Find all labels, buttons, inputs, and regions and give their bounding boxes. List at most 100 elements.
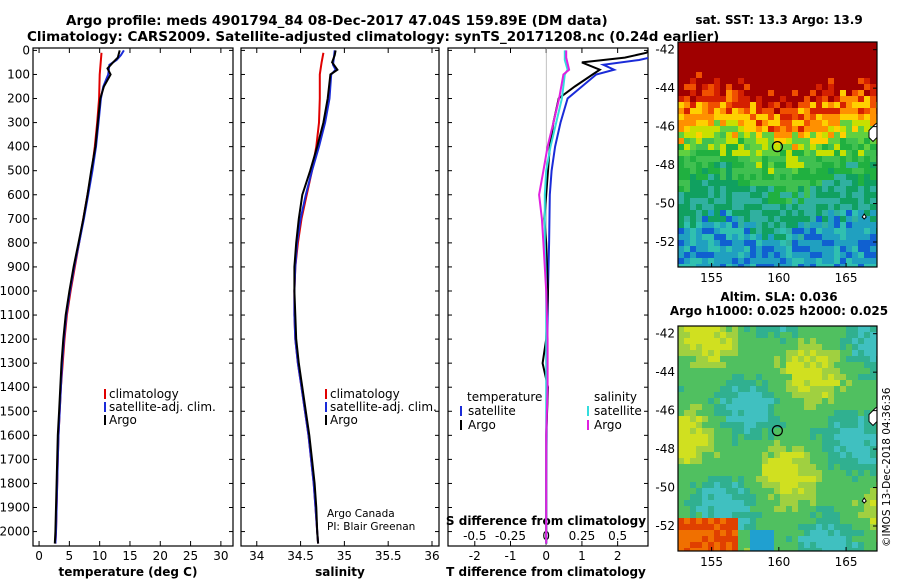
map-cell [702, 222, 709, 229]
legend-label: climatology [330, 387, 400, 401]
map-cell [858, 470, 865, 477]
map-cell [798, 156, 805, 163]
map-cell [798, 464, 805, 471]
map-cell [786, 500, 793, 507]
map-cell [696, 186, 703, 193]
map-cell [756, 410, 763, 417]
map-cell [780, 524, 787, 531]
map-cell [840, 42, 847, 49]
map-cell [696, 228, 703, 235]
map-cell [720, 458, 727, 465]
map-cell [840, 524, 847, 531]
map-cell [702, 476, 709, 483]
map-cell [840, 90, 847, 97]
map-cell [810, 362, 817, 369]
map-cell [696, 440, 703, 447]
map-cell [762, 264, 769, 267]
difference-panel: T difference from climatology S differen… [446, 47, 649, 579]
map-cell [786, 246, 793, 253]
map-cell [804, 132, 811, 139]
map-cell [738, 138, 745, 145]
map-cell [774, 542, 781, 549]
map-cell [684, 392, 691, 399]
map-cell [852, 114, 859, 121]
map-cell [768, 356, 775, 363]
map-cell [840, 132, 847, 139]
map-cell [786, 186, 793, 193]
map-cell [822, 72, 829, 79]
map-cell [816, 198, 823, 205]
map-cell [696, 422, 703, 429]
map-cell [762, 428, 769, 435]
map-cell [726, 138, 733, 145]
map-cell [702, 398, 709, 405]
map-cell [684, 174, 691, 181]
map-cell [714, 240, 721, 247]
map-cell [738, 428, 745, 435]
map-cell [864, 416, 871, 423]
map-cell [750, 180, 757, 187]
map-cell [798, 48, 805, 55]
map-cell [702, 54, 709, 61]
map-cell [708, 494, 715, 501]
map-cell [792, 368, 799, 375]
map-cell [846, 500, 853, 507]
map-cell [762, 66, 769, 73]
map-cell [762, 536, 769, 543]
map-cell [864, 338, 871, 345]
map-cell [750, 368, 757, 375]
map-cell [816, 458, 823, 465]
map-cell [708, 234, 715, 241]
map-cell [750, 380, 757, 387]
map-cell [684, 234, 691, 241]
map-cell [804, 488, 811, 495]
map-cell [774, 530, 781, 537]
map-cell [822, 434, 829, 441]
map-cell [846, 374, 853, 381]
map-cell [708, 482, 715, 489]
map-cell [720, 356, 727, 363]
map-cell [762, 234, 769, 241]
map-cell [840, 228, 847, 235]
map-cell [804, 512, 811, 519]
map-cell [720, 542, 727, 549]
map-cell [732, 162, 739, 169]
map-cell [864, 458, 871, 465]
map-cell [870, 156, 877, 163]
map-cell [852, 446, 859, 453]
map-cell [744, 362, 751, 369]
map-cell [780, 198, 787, 205]
map-cell [690, 524, 697, 531]
map-cell [690, 452, 697, 459]
map-cell [810, 530, 817, 537]
map-cell [738, 150, 745, 157]
map-cell [774, 386, 781, 393]
map-cell [702, 228, 709, 235]
map-cell [768, 344, 775, 351]
map-cell [810, 416, 817, 423]
map-cell [726, 132, 733, 139]
map-cell [756, 452, 763, 459]
map-cell [870, 542, 877, 549]
map-cell [720, 138, 727, 145]
map-cell [696, 162, 703, 169]
map-cell [828, 446, 835, 453]
map-cell [726, 228, 733, 235]
map-cell [852, 392, 859, 399]
map-cell [690, 78, 697, 85]
map-cell [762, 72, 769, 79]
map-cell [816, 252, 823, 259]
map-cell [786, 132, 793, 139]
map-cell [738, 234, 745, 241]
map-cell [870, 66, 877, 73]
map-cell [804, 500, 811, 507]
map-cell [786, 416, 793, 423]
map-cell [798, 458, 805, 465]
map-cell [696, 66, 703, 73]
map-cell [678, 258, 685, 265]
map-cell [792, 446, 799, 453]
map-cell [828, 362, 835, 369]
map-cell [822, 464, 829, 471]
map-cell [810, 252, 817, 259]
map-cell [816, 90, 823, 97]
